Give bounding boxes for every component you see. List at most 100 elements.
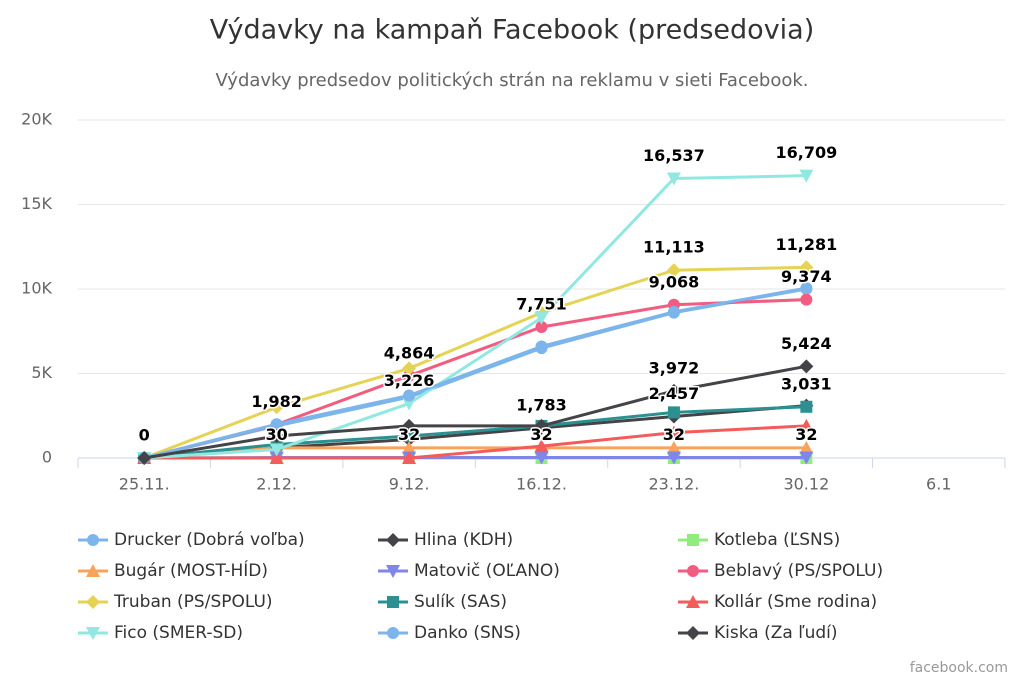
point bbox=[800, 282, 813, 295]
point bbox=[403, 389, 416, 402]
legend-item[interactable]: Matovič (OĽANO) bbox=[378, 561, 560, 581]
point bbox=[799, 418, 814, 432]
y-tick-label: 20K bbox=[21, 110, 52, 129]
series-line bbox=[143, 364, 807, 460]
point bbox=[402, 397, 417, 411]
point bbox=[402, 451, 417, 464]
point bbox=[534, 311, 549, 325]
legend-marker bbox=[687, 565, 699, 577]
point bbox=[666, 383, 681, 398]
x-tick-label: 6.1 bbox=[926, 475, 951, 494]
point bbox=[800, 400, 813, 413]
legend-item[interactable]: Drucker (Dobrá voľba) bbox=[78, 530, 305, 550]
legend-label: Kiska (Za ľudí) bbox=[714, 623, 838, 643]
legend-item[interactable]: Danko (SNS) bbox=[378, 623, 521, 643]
point bbox=[270, 418, 283, 431]
point bbox=[800, 293, 813, 306]
data-label: 32 bbox=[530, 425, 552, 444]
legend-marker bbox=[386, 533, 400, 547]
point bbox=[666, 440, 681, 454]
y-tick-label: 0 bbox=[42, 448, 52, 467]
data-label: 30 bbox=[266, 425, 288, 444]
x-tick-label: 9.12. bbox=[389, 475, 430, 494]
point bbox=[403, 430, 416, 443]
data-label: 3,972 bbox=[649, 358, 700, 377]
data-label: 32 bbox=[795, 425, 817, 444]
legend-label: Sulík (SAS) bbox=[414, 592, 507, 612]
legend-marker bbox=[386, 565, 400, 578]
legend-label: Truban (PS/SPOLU) bbox=[113, 592, 273, 612]
legend-item[interactable]: Truban (PS/SPOLU) bbox=[78, 592, 273, 612]
series-line bbox=[144, 174, 807, 460]
point bbox=[799, 260, 814, 275]
point bbox=[534, 418, 549, 433]
legend-label: Kollár (Sme rodina) bbox=[714, 592, 877, 612]
point bbox=[534, 451, 549, 465]
legend-label: Bugár (MOST-HÍD) bbox=[114, 559, 268, 581]
data-label: 4,864 bbox=[384, 343, 435, 362]
legend-marker bbox=[686, 626, 700, 640]
legend-marker bbox=[86, 627, 100, 640]
data-label: 1,982 bbox=[251, 392, 302, 411]
legend-marker bbox=[86, 595, 100, 609]
point bbox=[666, 172, 681, 186]
data-label: 11,113 bbox=[643, 238, 705, 257]
x-tick-label: 30.12 bbox=[783, 475, 829, 494]
legend-marker bbox=[387, 596, 399, 608]
x-tick-label: 16.12. bbox=[516, 475, 567, 494]
point bbox=[402, 361, 417, 376]
chart-title: Výdavky na kampaň Facebook (predsedovia) bbox=[210, 15, 815, 46]
legend-item[interactable]: Hlina (KDH) bbox=[378, 530, 513, 550]
legend-label: Fico (SMER-SD) bbox=[114, 623, 243, 643]
legend-item[interactable]: Fico (SMER-SD) bbox=[78, 623, 243, 643]
x-tick-label: 25.11. bbox=[119, 475, 170, 494]
point bbox=[534, 439, 549, 453]
data-label: 11,281 bbox=[775, 235, 837, 254]
point bbox=[666, 263, 681, 278]
point bbox=[269, 451, 284, 464]
point bbox=[402, 440, 417, 454]
point bbox=[667, 305, 680, 318]
legend-label: Beblavý (PS/SPOLU) bbox=[714, 561, 883, 581]
point bbox=[799, 169, 814, 183]
data-label: 7,751 bbox=[516, 295, 567, 314]
data-label: 2,457 bbox=[649, 384, 700, 403]
y-tick-label: 10K bbox=[21, 279, 52, 298]
point bbox=[667, 406, 680, 419]
data-label: 32 bbox=[663, 425, 685, 444]
legend-item[interactable]: Kotleba (ĽSNS) bbox=[678, 530, 840, 550]
data-label: 0 bbox=[139, 426, 150, 445]
x-tick-label: 2.12. bbox=[256, 475, 297, 494]
legend-item[interactable]: Kollár (Sme rodina) bbox=[678, 592, 877, 612]
point bbox=[535, 340, 548, 353]
data-label: 1,783 bbox=[516, 395, 567, 414]
legend-marker bbox=[687, 534, 699, 546]
x-tick-label: 23.12. bbox=[648, 475, 699, 494]
data-label: 9,068 bbox=[649, 272, 700, 291]
point bbox=[799, 451, 814, 465]
credits[interactable]: facebook.com bbox=[910, 660, 1008, 676]
point bbox=[269, 429, 284, 444]
chart-subtitle: Výdavky predsedov politických strán na r… bbox=[215, 70, 808, 91]
data-label: 5,424 bbox=[781, 334, 832, 353]
legend-item[interactable]: Bugár (MOST-HÍD) bbox=[78, 559, 268, 581]
point bbox=[535, 321, 548, 334]
series-line bbox=[143, 286, 807, 460]
legend-item[interactable]: Sulík (SAS) bbox=[378, 592, 507, 612]
series-line bbox=[144, 405, 807, 460]
legend-marker bbox=[86, 564, 100, 577]
data-label: 32 bbox=[398, 425, 420, 444]
point bbox=[799, 359, 814, 374]
data-label: 3,031 bbox=[781, 374, 832, 393]
legend-item[interactable]: Beblavý (PS/SPOLU) bbox=[678, 561, 883, 581]
data-label: 16,709 bbox=[775, 143, 837, 162]
data-label: 16,537 bbox=[643, 146, 705, 165]
legend-marker bbox=[387, 627, 399, 639]
legend-marker bbox=[87, 534, 99, 546]
legend-label: Danko (SNS) bbox=[414, 623, 521, 643]
y-tick-label: 15K bbox=[21, 194, 52, 213]
point bbox=[799, 440, 814, 454]
legend-label: Hlina (KDH) bbox=[414, 530, 513, 550]
legend-item[interactable]: Kiska (Za ľudí) bbox=[678, 623, 838, 643]
